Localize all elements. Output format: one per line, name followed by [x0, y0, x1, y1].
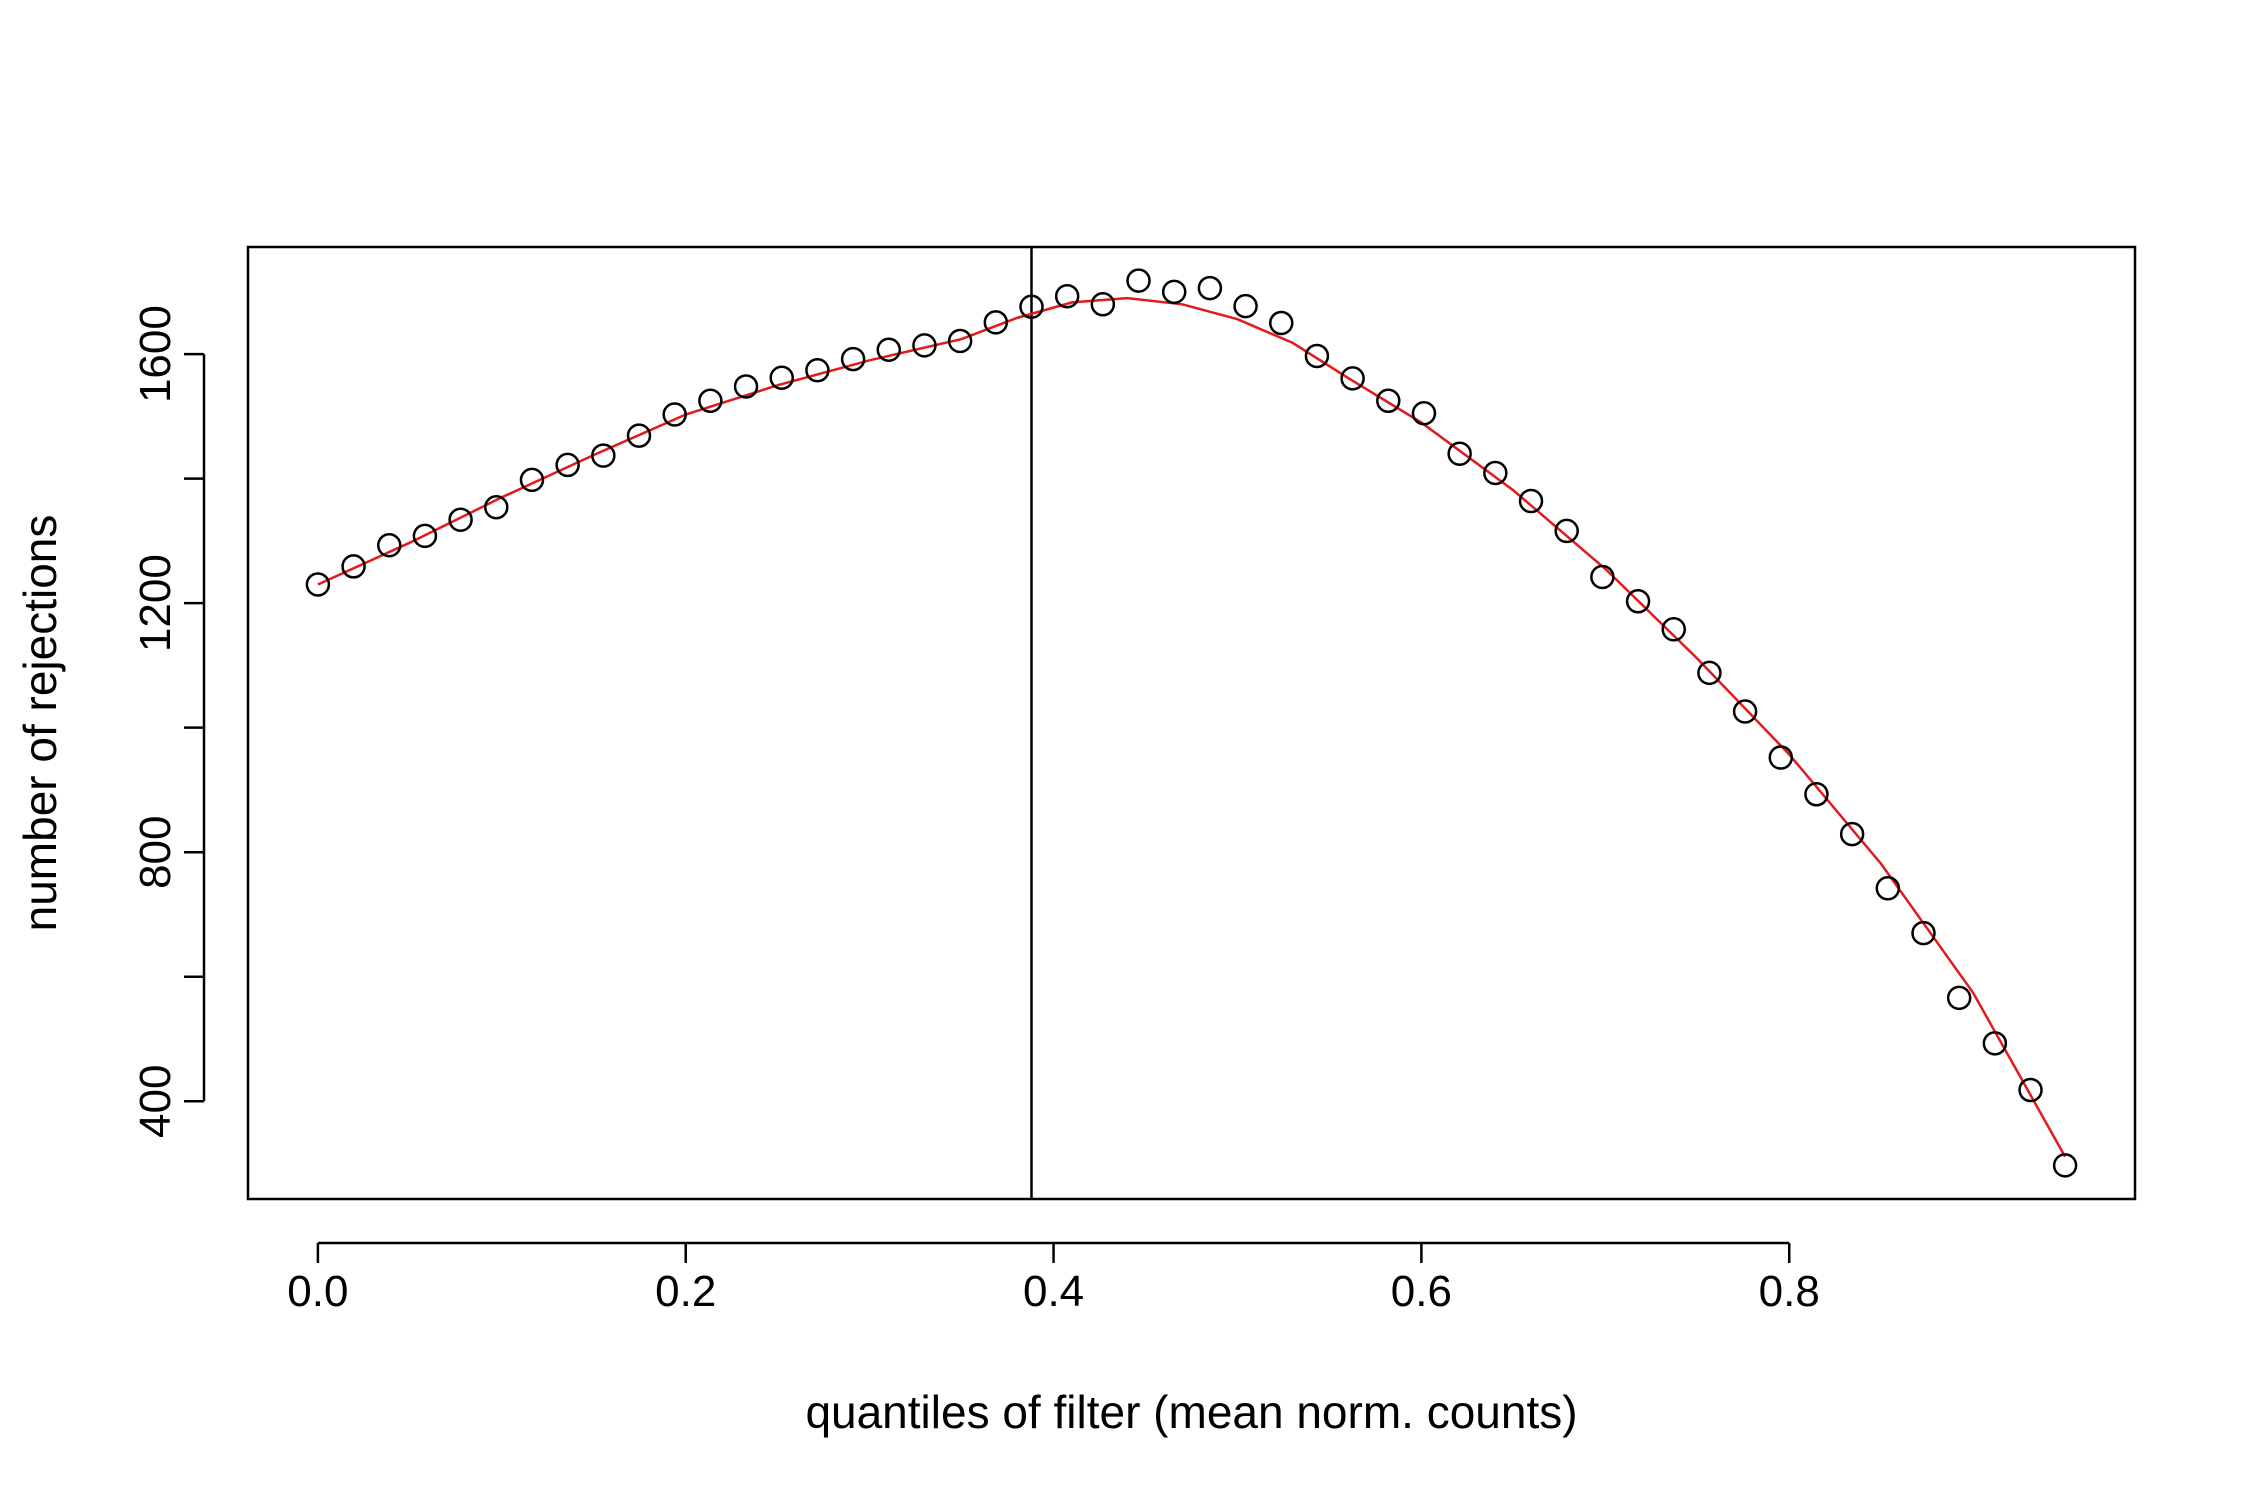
data-point [983, 310, 1009, 335]
plot-area [246, 245, 2137, 1201]
data-point [1625, 589, 1651, 614]
data-point [805, 358, 830, 383]
data-point [876, 337, 902, 362]
data-point [1304, 343, 1330, 369]
data-point [1090, 292, 1116, 317]
data-point [1982, 1031, 2008, 1056]
data-point [698, 388, 723, 414]
data-point [1019, 294, 1044, 320]
data-point [769, 365, 794, 391]
data-point [2052, 1153, 2078, 1178]
x-tick-label: 0.6 [1391, 1267, 1452, 1316]
data-point [1447, 441, 1472, 466]
data-point [1411, 400, 1437, 426]
data-point [626, 423, 652, 448]
data-point [1554, 518, 1579, 544]
data-point [1911, 920, 1936, 946]
y-tick-label: 1200 [131, 554, 180, 652]
data-point [1732, 699, 1758, 724]
data-point [1197, 275, 1223, 301]
data-point [1340, 366, 1365, 391]
data-point [448, 507, 473, 532]
data-point [1269, 310, 1294, 336]
x-tick-label: 0.2 [655, 1267, 716, 1316]
data-point [376, 532, 402, 558]
data-point [412, 523, 438, 549]
fit-curve [317, 296, 2067, 1158]
x-axis: 0.0 0.2 0.4 0.6 0.8 [287, 1241, 1820, 1316]
data-point [1376, 388, 1401, 414]
data-point [1804, 782, 1829, 807]
y-tick-label: 1600 [131, 305, 180, 403]
plot-frame [246, 245, 2137, 1201]
x-axis-title: quantiles of filter (mean norm. counts) [805, 1386, 1577, 1438]
data-point [1054, 283, 1080, 309]
data-point [1661, 617, 1686, 642]
data-point [305, 572, 331, 597]
data-point [1768, 745, 1794, 770]
data-point [341, 554, 366, 579]
x-tick-label: 0.4 [1023, 1267, 1084, 1316]
data-point [484, 495, 509, 520]
x-tick-label: 0.0 [287, 1267, 348, 1316]
data-point [1590, 564, 1615, 590]
data-point [1946, 985, 1972, 1011]
y-tick-label: 400 [131, 1065, 180, 1138]
data-point [2018, 1077, 2043, 1103]
data-point [1697, 660, 1722, 686]
data-point [1126, 268, 1151, 293]
data-point [519, 467, 545, 493]
data-point [912, 333, 937, 358]
data-point [840, 346, 866, 372]
x-tick-label: 0.8 [1759, 1267, 1820, 1316]
y-axis: 400 800 1200 1600 [131, 305, 206, 1138]
data-point [1839, 821, 1865, 847]
data-point [1518, 488, 1544, 514]
y-axis-title: number of rejections [14, 515, 66, 932]
data-point [591, 443, 616, 468]
data-point [1161, 279, 1187, 305]
data-point [733, 374, 759, 399]
data-point [947, 328, 973, 354]
data-point [1875, 876, 1901, 901]
data-point [1233, 293, 1258, 319]
data-point [555, 452, 580, 478]
data-point [662, 402, 687, 427]
data-point [1483, 460, 1508, 486]
y-tick-label: 800 [131, 815, 180, 888]
